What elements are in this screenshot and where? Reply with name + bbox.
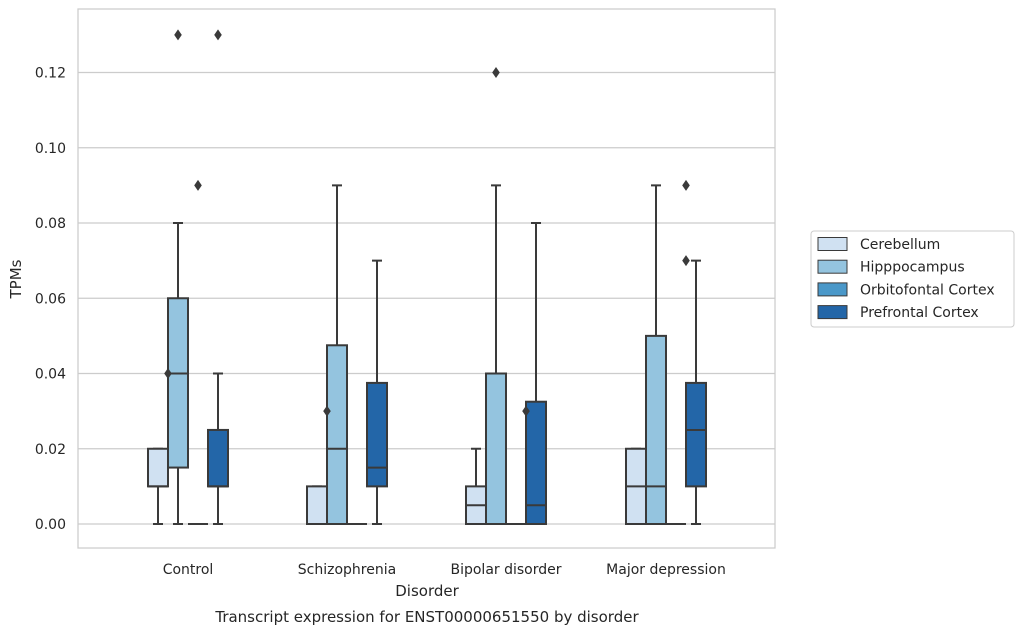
grid-lines xyxy=(78,71,775,525)
outlier-point xyxy=(214,29,222,41)
x-tick-label: Bipolar disorder xyxy=(450,562,561,578)
y-axis-title: TPMs xyxy=(7,259,25,299)
chart-title: Transcript expression for ENST0000065155… xyxy=(214,608,639,626)
y-tick-label: 0.10 xyxy=(35,141,66,157)
outlier-point xyxy=(194,179,202,191)
box-hipppocampus xyxy=(326,344,348,525)
outlier-point xyxy=(682,255,690,267)
y-tick-label: 0.00 xyxy=(35,517,66,533)
y-tick-label: 0.12 xyxy=(35,66,66,82)
legend-label: Orbitofontal Cortex xyxy=(860,282,995,298)
y-tick-label: 0.02 xyxy=(35,442,66,458)
x-tick-label: Schizophrenia xyxy=(298,562,396,578)
y-tick-labels: 0.00 0.02 0.04 0.06 0.08 0.10 0.12 xyxy=(35,66,66,534)
box-prefrontal-cortex xyxy=(207,428,229,488)
plot-frame xyxy=(77,8,776,549)
box-cerebellum xyxy=(306,485,328,525)
box-prefrontal-cortex xyxy=(685,381,707,488)
legend-label: Hipppocampus xyxy=(860,260,965,276)
box-cerebellum xyxy=(147,447,169,488)
legend-swatch xyxy=(817,237,848,251)
y-tick-label: 0.06 xyxy=(35,291,66,307)
x-tick-labels: Control Schizophrenia Bipolar disorder Majo… xyxy=(163,562,726,578)
outliers xyxy=(164,29,690,417)
legend-frame xyxy=(810,230,1015,328)
box-prefrontal-cortex xyxy=(525,400,547,525)
box-prefrontal-cortex xyxy=(366,381,388,488)
legend-label: Prefrontal Cortex xyxy=(860,305,979,321)
x-tick-label: Control xyxy=(163,562,214,578)
legend-swatch xyxy=(817,282,848,297)
outlier-point xyxy=(682,179,690,191)
outlier-point xyxy=(164,368,172,379)
x-axis-title: Disorder xyxy=(395,582,459,600)
box-hipppocampus xyxy=(645,334,667,525)
outlier-point xyxy=(492,67,500,78)
box-hipppocampus xyxy=(167,297,189,469)
legend-swatch xyxy=(817,305,848,320)
outlier-point xyxy=(323,405,331,417)
legend-swatch xyxy=(817,259,848,274)
x-tick-label: Major depression xyxy=(606,562,726,578)
legend-label: Cerebellum xyxy=(860,237,940,253)
y-tick-label: 0.04 xyxy=(35,367,66,383)
y-tick-label: 0.08 xyxy=(35,216,66,232)
outlier-point xyxy=(174,29,182,41)
boxes xyxy=(147,184,707,525)
legend: Cerebellum Hipppocampus Orbitofontal Corte… xyxy=(810,230,1015,328)
outlier-point xyxy=(522,405,530,417)
box-hipppocampus xyxy=(485,372,507,525)
